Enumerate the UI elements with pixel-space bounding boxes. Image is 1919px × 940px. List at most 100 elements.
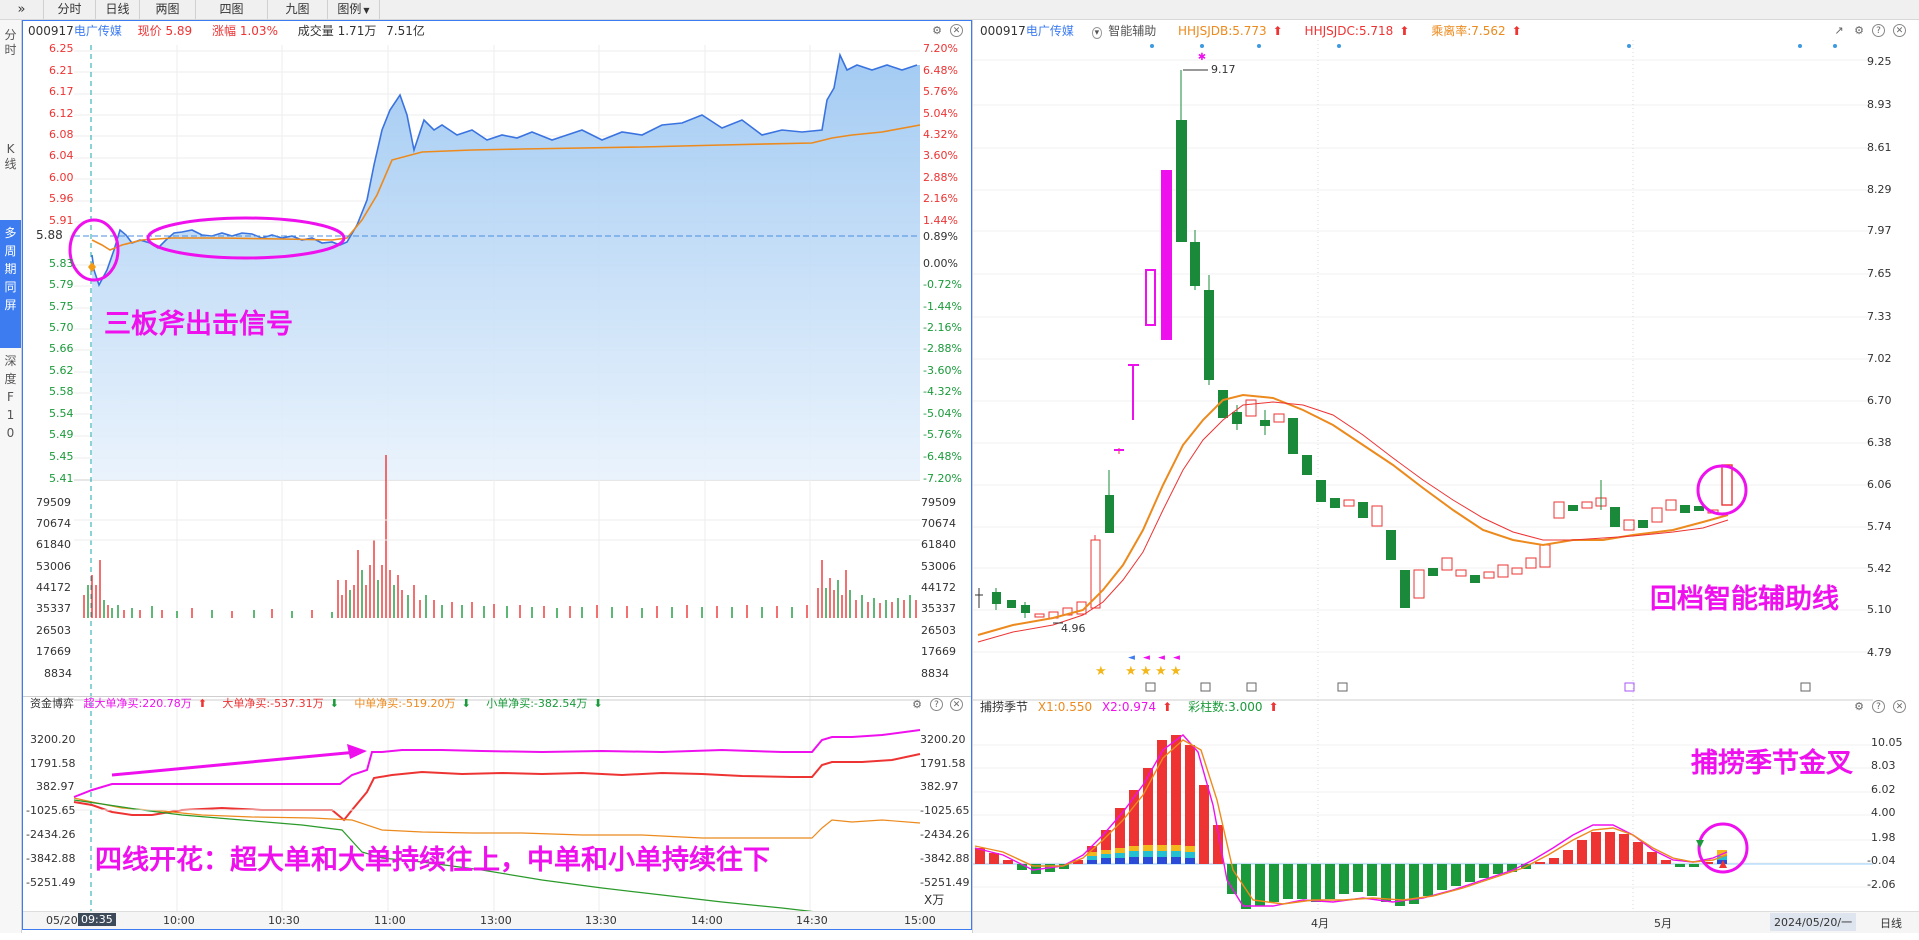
tab-two-charts[interactable]: 两图 xyxy=(140,0,196,19)
k-price-tick: 7.65 xyxy=(1867,267,1892,280)
price-tick: 6.04 xyxy=(49,149,74,162)
color-bars xyxy=(1087,845,1727,864)
price-tick: 5.91 xyxy=(49,214,74,227)
super-net-buy: 超大单净买:220.78万 ⬆ xyxy=(84,697,213,710)
fund-tick: -2434.26 xyxy=(920,828,970,841)
left-time-axis-bar xyxy=(23,911,971,929)
signal-dots xyxy=(1150,44,1837,48)
time-tick: 10:30 xyxy=(268,914,300,927)
big-net-buy: 大单净买:-537.31万 ⬇ xyxy=(222,697,344,710)
time-tick-date: 05/20 xyxy=(46,914,78,927)
sidebar-item-fenshi[interactable]: 分时 xyxy=(4,28,17,57)
small-line xyxy=(73,799,921,924)
k-price-tick: 4.79 xyxy=(1867,646,1892,659)
k-price-tick: 7.97 xyxy=(1867,224,1892,237)
price-tick: 5.70 xyxy=(49,321,74,334)
mid-net-buy: 中单净买:-519.20万 ⬇ xyxy=(354,697,476,710)
vol-tick: 79509 xyxy=(921,496,956,509)
stock-name[interactable]: 电广传媒 xyxy=(1025,24,1074,38)
price-tick: 6.08 xyxy=(49,128,74,141)
price-tick: 5.75 xyxy=(49,300,74,313)
small-net-buy-value: 小单净买:-382.54万 xyxy=(486,697,588,710)
left-chart-svg xyxy=(68,45,921,924)
k-price-tick: 9.25 xyxy=(1867,55,1892,68)
gear-icon[interactable]: ⚙ xyxy=(912,698,922,711)
svg-text:★: ★ xyxy=(1125,664,1137,679)
k-price-tick: 6.70 xyxy=(1867,394,1892,407)
price-tick: 5.62 xyxy=(49,364,74,377)
sidebar-item-f10[interactable]: 深度F10 xyxy=(4,354,17,440)
price-tick: 6.00 xyxy=(49,171,74,184)
month-tick: 4月 xyxy=(1311,917,1329,930)
vol-tick: 53006 xyxy=(36,560,71,573)
high-label: 9.17 xyxy=(1211,63,1236,76)
sub-header: 捕捞季节 X1:0.550 X2:0.974 ⬆ 彩柱数:3.000 ⬆ xyxy=(980,697,1291,717)
left-panel-border xyxy=(22,20,972,930)
change-percent: 涨幅 1.03% xyxy=(212,24,278,38)
fund-tick: 382.97 xyxy=(920,780,959,793)
pct-tick: -3.60% xyxy=(923,364,962,377)
period-label[interactable]: 日线 xyxy=(1880,917,1902,930)
month-tick: 5月 xyxy=(1654,917,1672,930)
close-icon[interactable]: ✕ xyxy=(1893,700,1906,713)
share-icon[interactable]: ↗ xyxy=(1834,24,1844,37)
indicator-select[interactable]: ▾ 智能辅助 xyxy=(1091,24,1163,39)
pct-tick: -7.20% xyxy=(923,472,962,485)
price-area-fill xyxy=(92,55,920,480)
sidebar-item-kline[interactable]: K线 xyxy=(4,142,17,171)
price-tick: 5.54 xyxy=(49,407,74,420)
rate-value: 乘离率:7.562 ⬆ xyxy=(1431,24,1527,38)
stock-name[interactable]: 电广传媒 xyxy=(73,24,122,38)
k-price-tick: 5.10 xyxy=(1867,603,1892,616)
fund-tick: 1791.58 xyxy=(30,757,76,770)
help-icon[interactable]: ? xyxy=(1872,700,1885,713)
price-tick: 6.21 xyxy=(49,64,74,77)
tab-nine-charts[interactable]: 九图 xyxy=(268,0,328,19)
close-icon[interactable]: ✕ xyxy=(1893,24,1906,37)
rate-text: 乘离率:7.562 xyxy=(1431,24,1506,38)
gear-icon[interactable]: ⚙ xyxy=(932,24,942,37)
svg-text:◄: ◄ xyxy=(1173,653,1180,663)
tab-fenshi[interactable]: 分时 xyxy=(44,0,96,19)
fund-tick: 3200.20 xyxy=(920,733,966,746)
stock-code: 000917 xyxy=(980,24,1026,38)
up-arrow-icon: ⬆ xyxy=(1272,24,1283,38)
vol-tick: 8834 xyxy=(44,667,72,680)
price-tick: 5.58 xyxy=(49,385,74,398)
svg-text:★: ★ xyxy=(1155,664,1167,679)
expand-icon[interactable]: » xyxy=(0,0,44,19)
tab-legend[interactable]: 图例 ▼ xyxy=(328,0,380,19)
close-icon[interactable]: ✕ xyxy=(950,24,963,37)
gear-icon[interactable]: ⚙ xyxy=(1854,24,1864,37)
candles xyxy=(975,70,1733,619)
close-icon[interactable]: ✕ xyxy=(950,698,963,711)
pct-tick: 7.20% xyxy=(923,42,958,55)
help-icon[interactable]: ? xyxy=(930,698,943,711)
fund-tick: 382.97 xyxy=(36,780,75,793)
fund-header: 资金博弈 超大单净买:220.78万 ⬆ 大单净买:-537.31万 ⬇ 中单净买:… xyxy=(30,694,615,714)
flower-annotation: 四线开花：超大单和大单持续往上，中单和小单持续往下 xyxy=(95,845,770,876)
fund-tick: -3842.88 xyxy=(26,852,76,865)
current-price: 现价 5.89 xyxy=(137,24,193,38)
gear-icon[interactable]: ⚙ xyxy=(1854,700,1864,713)
sidebar-item-multi-period[interactable]: 多周期同屏 xyxy=(0,220,21,348)
up-arrow-icon: ⬆ xyxy=(197,697,207,710)
fund-tick: 1791.58 xyxy=(920,757,966,770)
pct-tick: -4.32% xyxy=(923,385,962,398)
sub-tick: -0.04 xyxy=(1867,854,1896,867)
mid-line xyxy=(73,797,921,839)
pct-tick: 6.48% xyxy=(923,64,958,77)
help-icon[interactable]: ? xyxy=(1872,24,1885,37)
k-price-tick: 5.42 xyxy=(1867,562,1892,575)
pct-tick: -5.04% xyxy=(923,407,962,420)
vol-tick: 35337 xyxy=(36,602,71,615)
up-arrow-marker xyxy=(1719,860,1727,868)
k-price-tick: 8.93 xyxy=(1867,98,1892,111)
tab-daily[interactable]: 日线 xyxy=(96,0,140,19)
k-price-tick: 7.33 xyxy=(1867,310,1892,323)
pct-tick: -5.76% xyxy=(923,428,962,441)
fund-tick: -5251.49 xyxy=(26,876,76,889)
date-label: 2024/05/20/一 xyxy=(1770,913,1857,931)
tab-four-charts[interactable]: 四图 xyxy=(196,0,268,19)
fund-title: 资金博弈 xyxy=(30,697,74,710)
